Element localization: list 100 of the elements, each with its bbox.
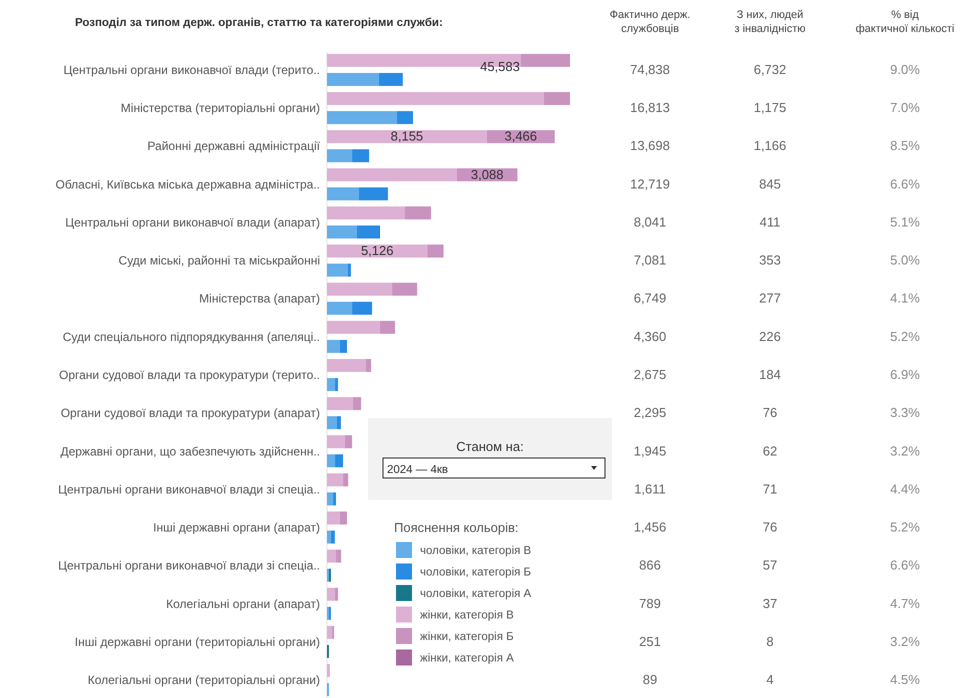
data-label: 3,466 bbox=[504, 128, 538, 144]
bar bbox=[335, 588, 338, 601]
bar bbox=[327, 168, 457, 182]
text: 2,295 bbox=[634, 405, 666, 420]
bar bbox=[353, 397, 362, 410]
bar bbox=[327, 454, 336, 468]
bar bbox=[343, 473, 348, 486]
bar bbox=[327, 92, 544, 106]
text: 5.2% bbox=[890, 520, 920, 535]
annotation: 2024 — 4кв bbox=[387, 464, 448, 476]
bar bbox=[336, 550, 342, 563]
bar bbox=[327, 244, 428, 258]
y-tick-label: Інші державні органи (апарат) bbox=[153, 520, 320, 535]
text: 9.0% bbox=[890, 62, 920, 77]
text: 6.9% bbox=[890, 367, 920, 382]
bar bbox=[327, 320, 380, 334]
bar bbox=[404, 206, 432, 220]
data-label: 5,126 bbox=[360, 243, 394, 258]
text: 76 bbox=[762, 405, 778, 420]
bar bbox=[340, 340, 347, 353]
bar bbox=[327, 550, 336, 563]
text: Фактично держ. службовців bbox=[610, 9, 690, 35]
y-tick-label: Міністерства (територіальні органи) bbox=[120, 101, 320, 116]
text: 5.2% bbox=[890, 328, 920, 344]
bar bbox=[327, 340, 340, 353]
bar bbox=[348, 264, 351, 277]
bar bbox=[396, 111, 414, 124]
bar bbox=[327, 492, 334, 506]
text: 6,749 bbox=[634, 290, 666, 306]
bar bbox=[427, 244, 444, 258]
text: 6.6% bbox=[890, 558, 920, 573]
bar bbox=[352, 302, 372, 315]
bar bbox=[327, 149, 352, 162]
text: 1,166 bbox=[754, 138, 786, 154]
y-tick-label: Інші державні органи (територіальні органи) bbox=[74, 634, 320, 649]
y-tick-label: Центральні органи виконавчої влади зі спеціа.. bbox=[58, 558, 320, 573]
text: 1,175 bbox=[754, 100, 786, 116]
text: 57 bbox=[762, 558, 778, 573]
data-label: 3,088 bbox=[470, 166, 504, 182]
bar bbox=[327, 473, 344, 486]
y-tick-label: Районні державні адміністрації bbox=[147, 139, 321, 154]
bar bbox=[327, 282, 392, 296]
bar bbox=[327, 226, 357, 238]
y-tick-label: Суди міські, районні та міськрайонні bbox=[118, 254, 320, 268]
bar bbox=[340, 512, 347, 524]
text: 1,611 bbox=[634, 481, 666, 496]
legend-label: чоловіки, категорія Б bbox=[420, 566, 532, 578]
legend-label: жінки, категорія А bbox=[420, 652, 514, 664]
bar bbox=[335, 378, 338, 392]
y-tick-label: Державні органи, що забезпечують здійсненн.. bbox=[60, 444, 320, 458]
text: 71 bbox=[762, 481, 778, 496]
text: 8 bbox=[766, 634, 774, 649]
bar bbox=[333, 492, 336, 506]
text: 789 bbox=[639, 596, 661, 611]
bar bbox=[521, 54, 570, 67]
bar bbox=[327, 530, 331, 544]
text: 7.0% bbox=[890, 100, 920, 116]
text: 74,838 bbox=[630, 62, 670, 77]
legend-label: чоловіки, категорія В bbox=[420, 545, 532, 557]
bar bbox=[327, 416, 337, 430]
text: 4.7% bbox=[890, 596, 920, 611]
bar bbox=[327, 264, 348, 277]
bar bbox=[327, 72, 379, 86]
text: 89 bbox=[642, 672, 658, 688]
text: 3.2% bbox=[890, 443, 920, 458]
data-label: 8,155 bbox=[390, 128, 424, 144]
text: 16,813 bbox=[630, 100, 670, 116]
text: 8.5% bbox=[890, 138, 920, 154]
y-tick-label: Суди спеціального підпорядкування (апеляці.. bbox=[62, 330, 320, 344]
text: 5.0% bbox=[890, 252, 920, 268]
bar bbox=[544, 92, 570, 106]
bar bbox=[356, 226, 379, 238]
text: 184 bbox=[759, 367, 781, 382]
text: 4.4% bbox=[890, 481, 920, 496]
text: 3.3% bbox=[890, 405, 920, 420]
bar bbox=[327, 512, 340, 524]
text: 226 bbox=[759, 328, 781, 344]
bar bbox=[327, 302, 352, 315]
text: 411 bbox=[760, 214, 780, 230]
bar bbox=[352, 149, 370, 162]
text: 6.6% bbox=[890, 176, 920, 192]
bar bbox=[378, 72, 403, 86]
text: З них, людей з інвалідністю bbox=[734, 9, 806, 35]
text: 3.2% bbox=[890, 634, 920, 649]
text: 4.5% bbox=[890, 672, 920, 688]
text: 845 bbox=[759, 176, 781, 192]
bar bbox=[327, 378, 336, 392]
y-tick-label: Колегіальні органи (апарат) bbox=[166, 596, 320, 611]
y-tick-label: Міністерства (апарат) bbox=[199, 292, 320, 306]
text: 4,360 bbox=[634, 328, 666, 344]
chart-title: Розподіл за типом держ. органів, статтю та категоріями служби: bbox=[75, 17, 443, 29]
bar bbox=[345, 435, 352, 448]
text: 277 bbox=[759, 290, 781, 306]
bar bbox=[392, 282, 418, 296]
text: 76 bbox=[762, 520, 778, 535]
bar bbox=[327, 130, 487, 144]
text: 6,732 bbox=[754, 62, 786, 77]
text: 62 bbox=[762, 443, 778, 458]
text: % від фактичної кількості bbox=[856, 9, 954, 35]
y-tick-label: Колегіальні органи (територіальні органи) bbox=[88, 673, 320, 688]
